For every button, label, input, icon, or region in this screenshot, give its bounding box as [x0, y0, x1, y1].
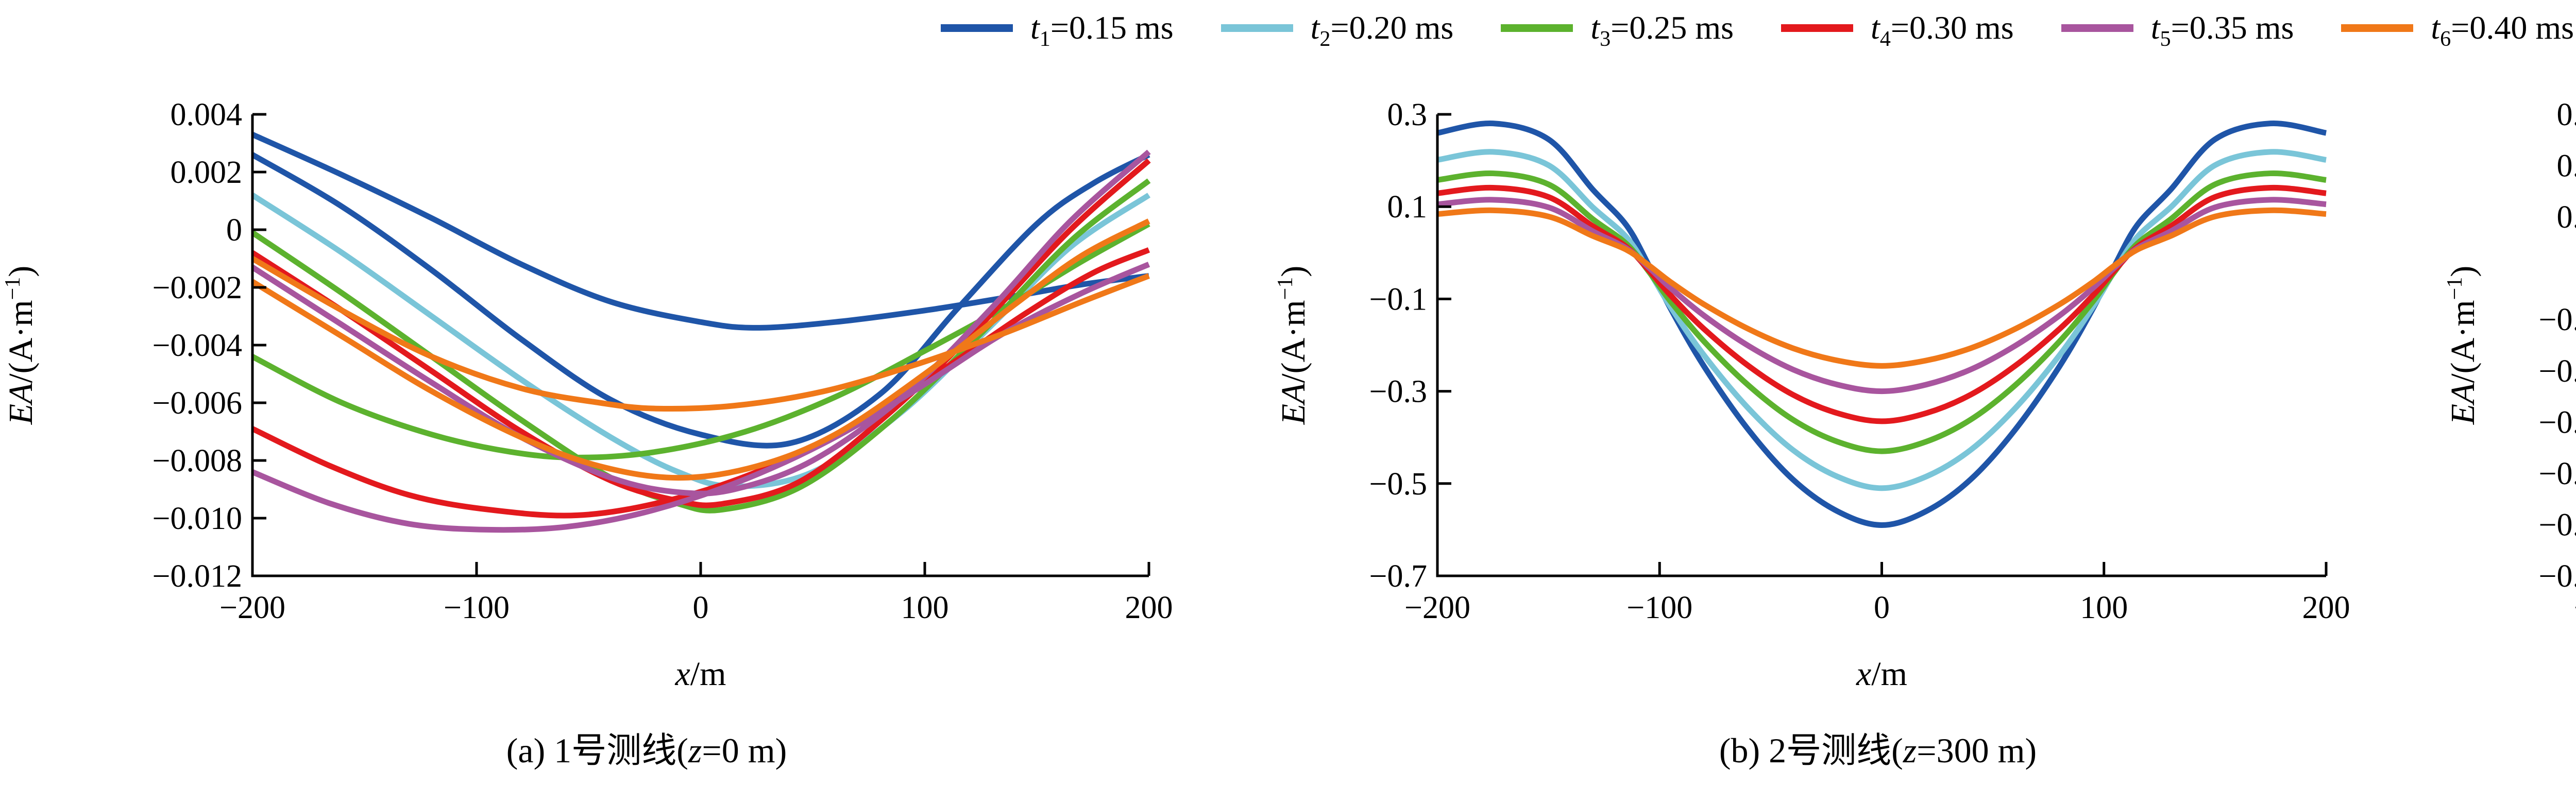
y-axis-label: EA/(A·m−1) — [1274, 266, 1312, 425]
x-tick-label: 0 — [693, 590, 709, 625]
panel-caption-b: (b) 2号测线(z=300 m) — [1719, 731, 2037, 770]
legend-label: t4=0.30 ms — [1871, 9, 2014, 51]
legend-line-swatch — [1221, 24, 1293, 32]
legend-item-2: t2=0.20 ms — [1221, 9, 1454, 51]
curve-t2-1 — [1437, 149, 2327, 491]
y-tick-label: −0.5 — [2539, 507, 2576, 542]
x-tick-label: −200 — [219, 590, 285, 625]
panel-a: 0.004 0.002 0 −0.002 −0.004 −0.006 −0.008 −0.01… — [1, 97, 1173, 770]
y-tick-label: −0.010 — [152, 501, 242, 536]
legend-line-swatch — [940, 24, 1013, 32]
x-tick-label: 200 — [1125, 590, 1173, 625]
y-tick-label: −0.5 — [1369, 467, 1427, 502]
curve-t1-1 — [252, 152, 1150, 449]
curve-t6-9 — [252, 218, 1150, 481]
series-group — [252, 132, 1151, 533]
y-axis-label: EA/(A·m−1) — [2443, 266, 2482, 425]
y-tick-label: −0.3 — [1369, 374, 1427, 409]
y-tick-label: −0.2 — [2539, 354, 2576, 389]
legend-item-4: t4=0.30 ms — [1781, 9, 2014, 51]
y-tick-label: 0.004 — [171, 97, 243, 132]
y-tick-label: −0.004 — [152, 328, 242, 363]
legend-line-swatch — [2341, 24, 2414, 32]
curve-t1-0 — [1437, 121, 2327, 528]
y-tick-label: −0.006 — [152, 386, 242, 421]
legend-label: t1=0.15 ms — [1030, 9, 1174, 51]
legend-item-6: t6=0.40 ms — [2341, 9, 2574, 51]
panel-c: 0.30.20.10−0.1−0.2−0.3−0.4−0.5−0.6−200−1… — [2443, 97, 2576, 625]
y-tick-label: −0.3 — [2539, 405, 2576, 440]
legend-label: t5=0.35 ms — [2150, 9, 2294, 51]
y-tick-label: −0.002 — [152, 270, 242, 305]
legend-label: t3=0.25 ms — [1590, 9, 1734, 51]
x-tick-label: −200 — [1404, 590, 1470, 625]
legend-item-1: t1=0.15 ms — [940, 9, 1174, 51]
y-tick-label: 0.2 — [2557, 149, 2576, 184]
x-tick-label: 200 — [2302, 590, 2350, 625]
x-tick-label: −200 — [2574, 590, 2576, 625]
y-tick-label: −0.1 — [2539, 302, 2576, 337]
series-group — [1437, 121, 2327, 528]
y-tick-label: −0.7 — [1369, 559, 1427, 594]
legend-label: t2=0.20 ms — [1310, 9, 1454, 51]
y-tick-label: 0.1 — [2557, 200, 2576, 235]
x-tick-label: 0 — [1874, 590, 1890, 625]
x-tick-label: 100 — [2080, 590, 2128, 625]
y-tick-label: −0.6 — [2539, 559, 2576, 594]
x-axis-label: x/m — [675, 655, 726, 693]
legend-label: t6=0.40 ms — [2431, 9, 2574, 51]
legend-item-5: t5=0.35 ms — [2061, 9, 2294, 51]
curve-t6-10 — [252, 256, 1150, 412]
curve-t3-3 — [252, 178, 1151, 514]
curve-t4-5 — [252, 158, 1151, 508]
chart-legend: t1=0.15 ms t2=0.20 ms t3=0.25 ms t4=0.30 ms… — [0, 2, 2576, 54]
y-tick-label: 0 — [226, 213, 242, 248]
y-tick-label: −0.1 — [1369, 282, 1427, 317]
y-tick-label: 0.002 — [171, 155, 243, 190]
x-axis-label: x/m — [1856, 655, 1907, 693]
y-tick-label: 0.3 — [1387, 97, 1428, 132]
y-tick-label: −0.008 — [152, 443, 242, 479]
curve-t6-5 — [1437, 207, 2327, 369]
legend-item-3: t3=0.25 ms — [1501, 9, 1734, 51]
legend-line-swatch — [1501, 24, 1573, 32]
x-tick-label: −100 — [444, 590, 510, 625]
x-tick-label: 100 — [901, 590, 949, 625]
x-tick-label: −100 — [1626, 590, 1692, 625]
panel-caption-a: (a) 1号测线(z=0 m) — [506, 731, 787, 770]
legend-line-swatch — [1781, 24, 1853, 32]
y-axis-label: EA/(A·m−1) — [1, 266, 40, 425]
curve-t4-3 — [1437, 184, 2327, 424]
y-tick-label: −0.4 — [2539, 456, 2576, 491]
curve-t3-2 — [1437, 170, 2327, 454]
panel-b: 0.3 0.1 −0.1 −0.3 −0.5 −0.7−200 −100 0 100 200 x/m… — [1274, 97, 2350, 770]
y-tick-label: −0.012 — [152, 559, 242, 594]
legend-line-swatch — [2061, 24, 2133, 32]
curve-t4-6 — [252, 247, 1150, 519]
curve-t5-4 — [1437, 197, 2327, 395]
y-tick-label: 0.1 — [1387, 190, 1428, 225]
y-tick-label: 0.3 — [2557, 97, 2576, 132]
